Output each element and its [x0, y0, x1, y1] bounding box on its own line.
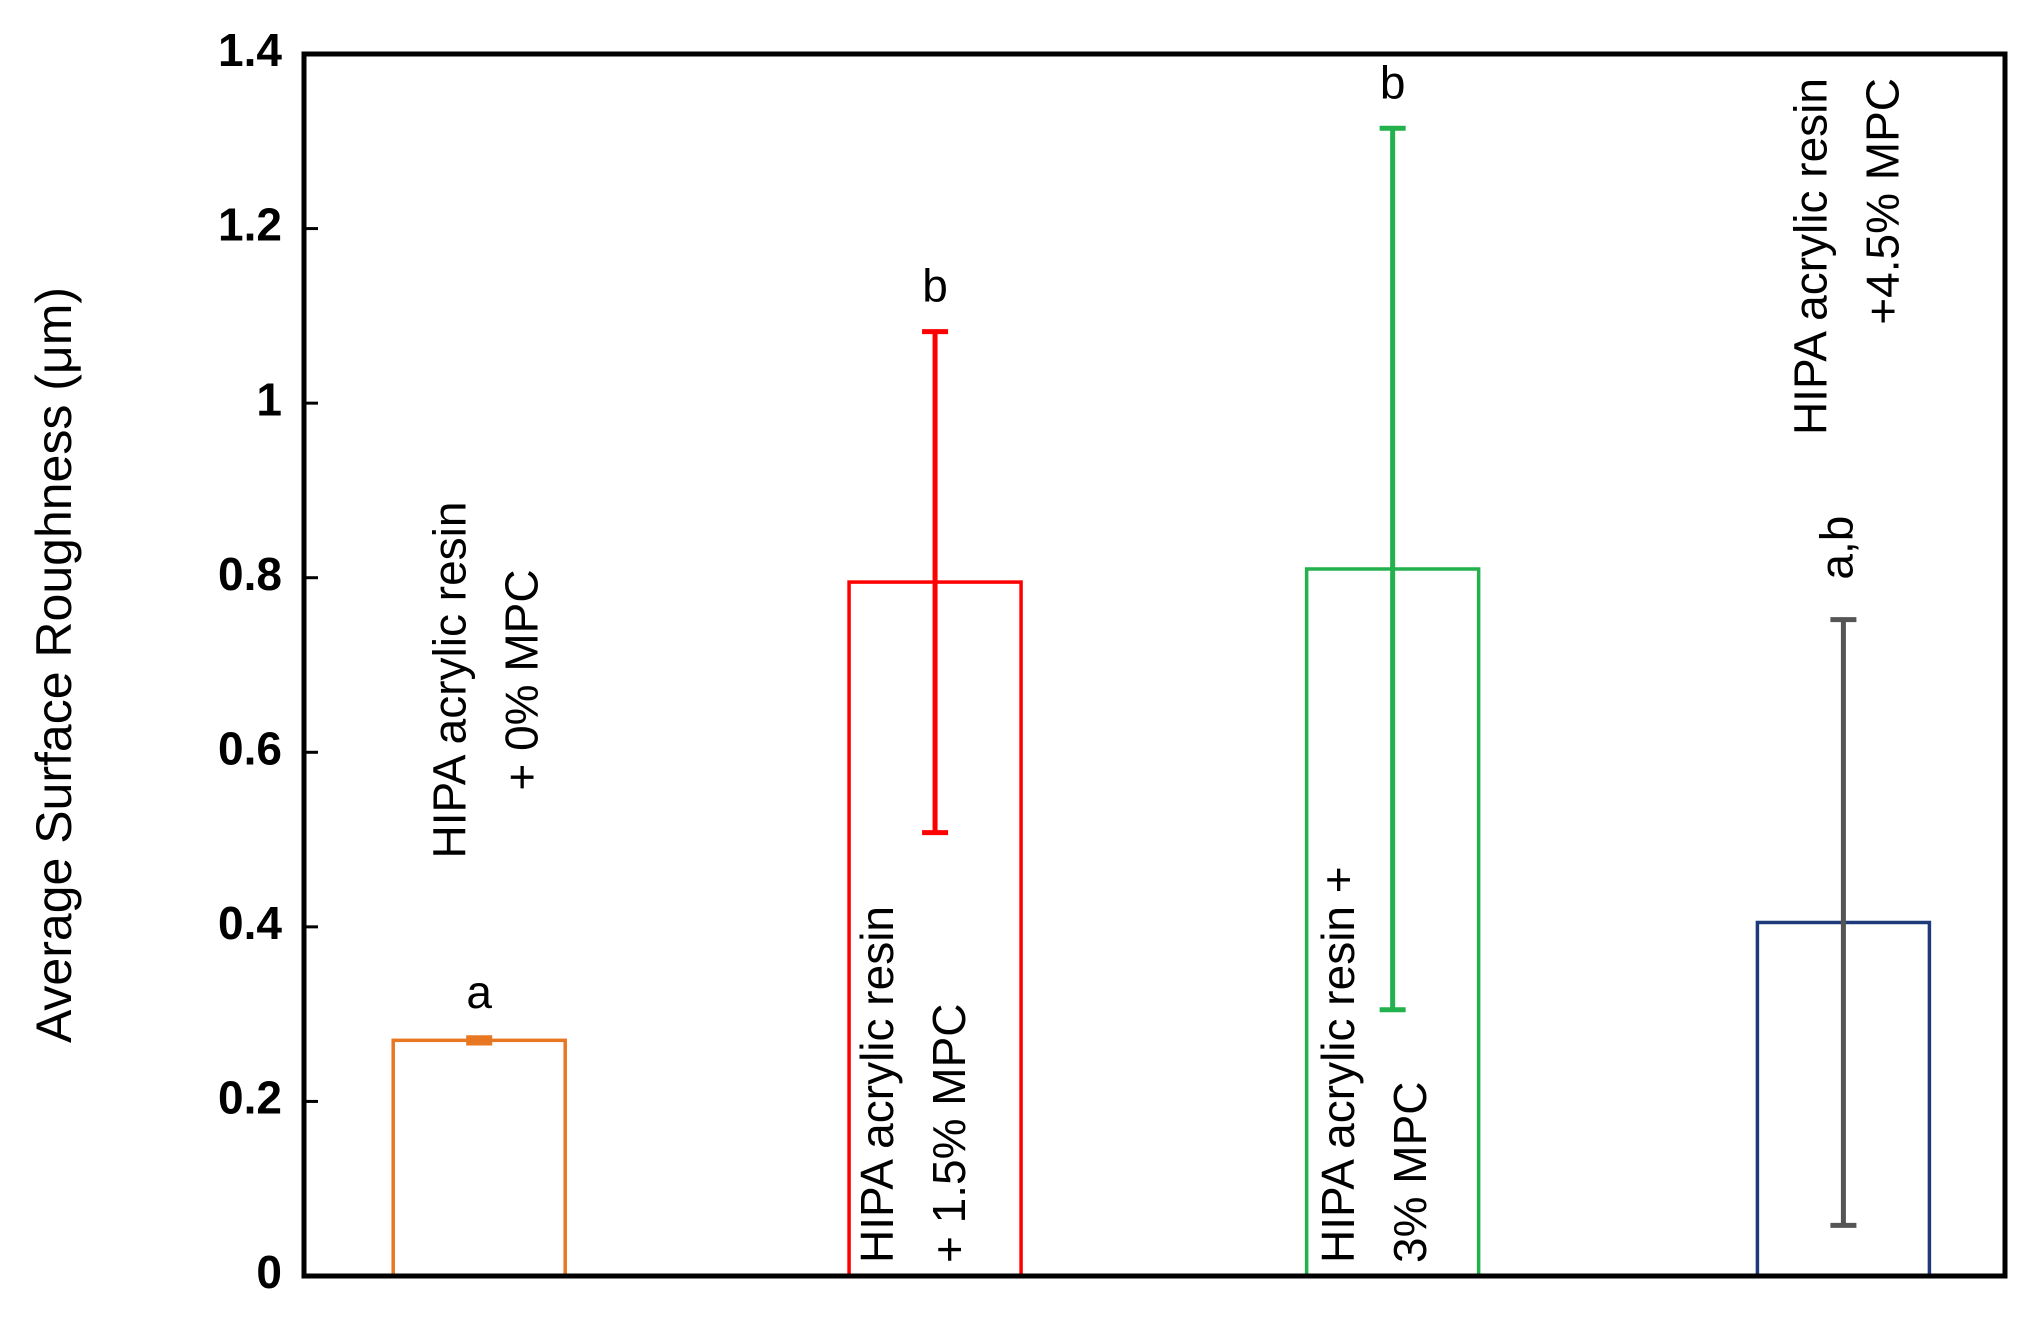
significance-letter: b	[922, 260, 948, 312]
plot-frame	[301, 51, 2008, 1279]
y-tick-label: 0	[256, 1246, 282, 1298]
bar	[391, 1038, 567, 1278]
error-bar	[922, 329, 949, 836]
category-label: HIPA acrylic resin	[423, 501, 475, 858]
category-label: HIPA acrylic resin	[851, 906, 903, 1263]
y-tick-label: 0.6	[218, 722, 282, 774]
significance-letter: b	[1380, 56, 1406, 108]
category-label: HIPA acrylic resin	[1785, 78, 1837, 435]
y-axis-label: Average Surface Roughness (μm)	[26, 287, 82, 1043]
y-tick-label: 0.2	[218, 1072, 282, 1124]
category-label: + 1.5% MPC	[923, 1003, 975, 1263]
y-tick-label: 1	[256, 373, 282, 425]
significance-letter: a	[466, 966, 492, 1018]
y-tick-label: 0.8	[218, 548, 282, 600]
category-label: + 0% MPC	[495, 569, 547, 790]
error-bar	[1379, 125, 1406, 1013]
y-tick-label: 0.4	[218, 897, 282, 949]
category-label: HIPA acrylic resin +	[1312, 866, 1364, 1263]
category-label: +4.5% MPC	[1857, 78, 1909, 325]
error-bar	[1830, 617, 1857, 1228]
y-tick-label: 1.2	[218, 199, 282, 251]
category-label: 3% MPC	[1384, 1082, 1436, 1263]
significance-letter: a,b	[1811, 516, 1863, 580]
error-bar	[466, 1035, 493, 1046]
y-tick-label: 1.4	[218, 24, 282, 76]
